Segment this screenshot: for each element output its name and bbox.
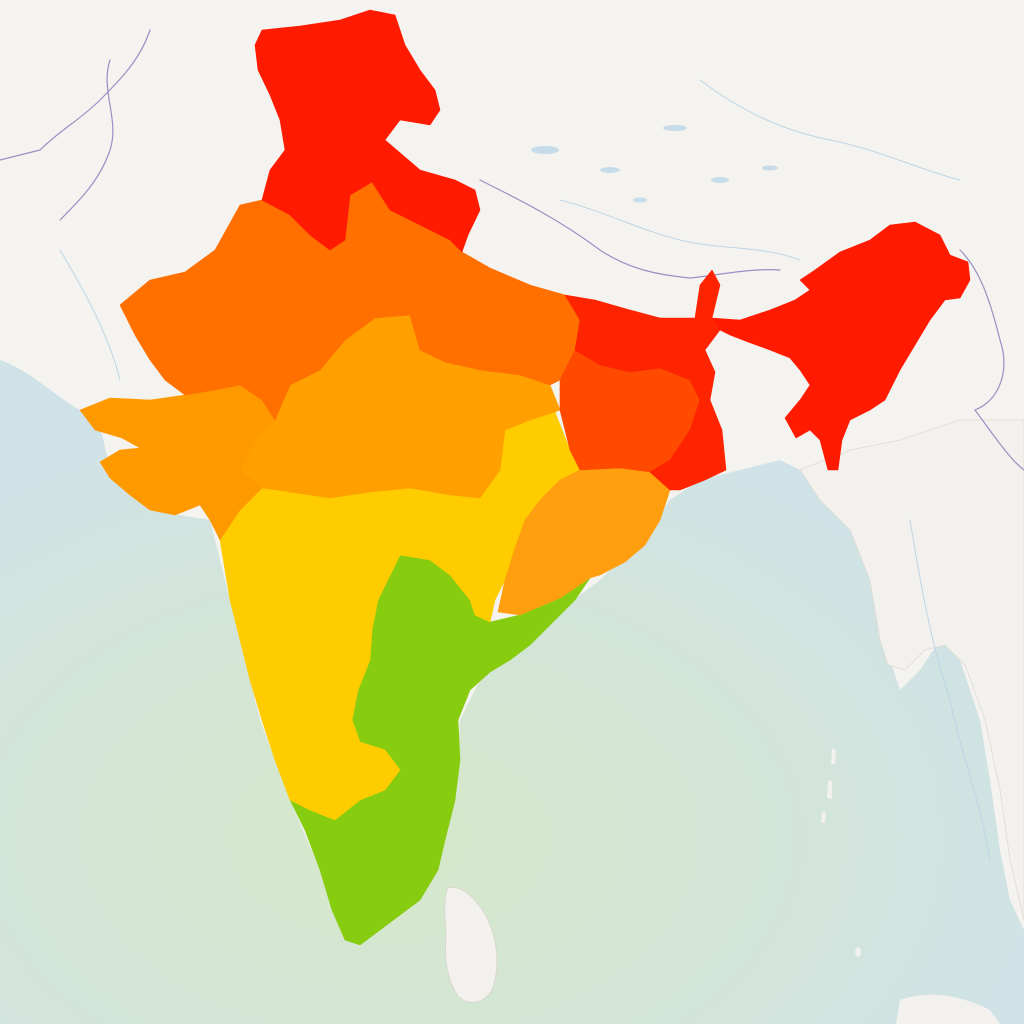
river-1 bbox=[559, 199, 801, 261]
ocean bbox=[0, 360, 1024, 1024]
border-nepal-tibet bbox=[479, 179, 781, 279]
lake-5 bbox=[762, 165, 778, 171]
lake-4 bbox=[711, 177, 729, 183]
lake-3 bbox=[663, 125, 687, 131]
lake-1 bbox=[531, 146, 559, 154]
river-4 bbox=[909, 519, 991, 861]
bottom-right-land bbox=[896, 994, 1000, 1024]
lake-6 bbox=[633, 197, 647, 203]
myanmar-coast bbox=[799, 419, 1024, 921]
region-east[interactable] bbox=[564, 269, 727, 491]
border-far-east bbox=[974, 409, 1024, 471]
small-island bbox=[855, 947, 861, 957]
region-northeast[interactable] bbox=[711, 221, 971, 471]
border-west bbox=[0, 29, 151, 161]
lake-2 bbox=[600, 167, 620, 173]
andaman-islands bbox=[821, 748, 836, 823]
region-north[interactable] bbox=[254, 9, 481, 253]
border-northwest bbox=[59, 59, 114, 221]
sri-lanka bbox=[444, 887, 498, 1003]
border-east bbox=[959, 249, 1005, 411]
region-layer bbox=[79, 9, 971, 946]
river-2 bbox=[699, 79, 961, 181]
river-3 bbox=[59, 249, 121, 381]
